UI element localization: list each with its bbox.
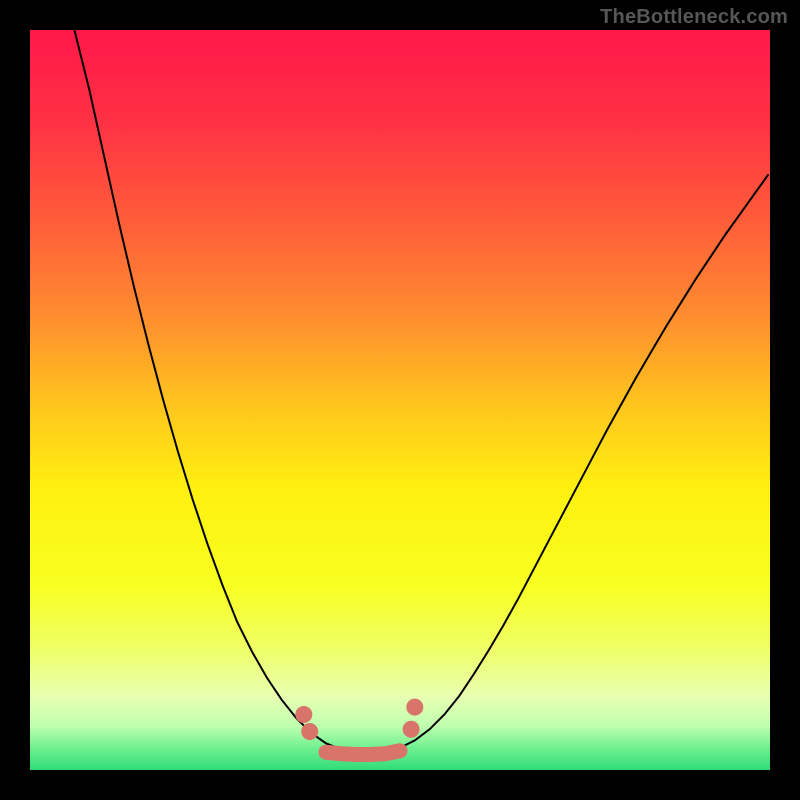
chart-container: TheBottleneck.com (0, 0, 800, 800)
curve-marker (296, 707, 312, 723)
curve-marker (403, 721, 419, 737)
curve-marker (302, 724, 318, 740)
bottleneck-curve-chart (0, 0, 800, 800)
plot-background (30, 30, 770, 770)
curve-marker (407, 699, 423, 715)
watermark-text: TheBottleneck.com (600, 6, 788, 29)
trough-band (326, 751, 400, 755)
